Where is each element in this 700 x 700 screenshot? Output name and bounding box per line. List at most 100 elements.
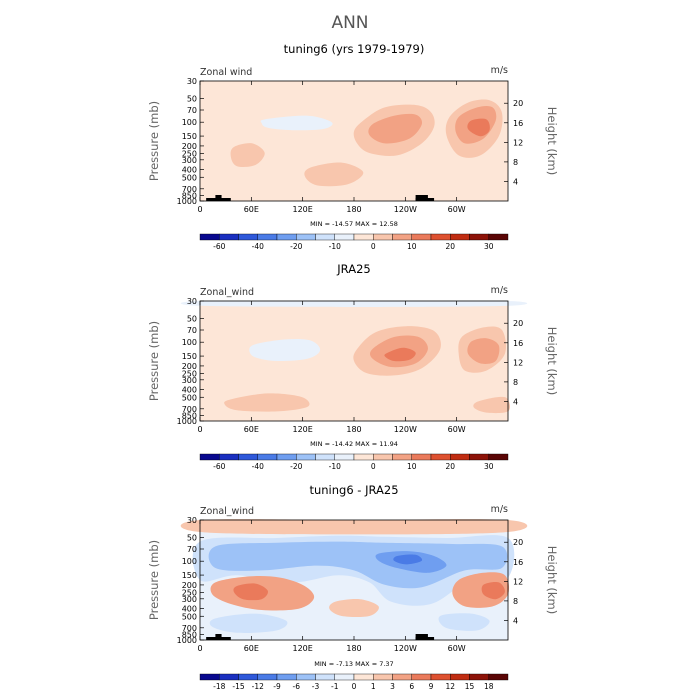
units-label: m/s	[491, 285, 508, 296]
colorbar-swatch	[469, 233, 489, 241]
x-tick-label: 60W	[448, 205, 466, 214]
height-tick-label: 8	[513, 378, 518, 387]
pressure-tick-label: 100	[182, 338, 197, 347]
variable-label: Zonal wind	[200, 67, 252, 78]
x-tick-label: 120W	[394, 644, 417, 653]
pressure-tick-label: 50	[187, 533, 197, 542]
topography-mask	[415, 634, 428, 640]
colorbar-swatch	[411, 233, 432, 241]
colorbar-swatch	[488, 673, 509, 681]
pressure-tick-label: 100	[182, 118, 197, 127]
colorbar: -18 -15 -12 -9 -6 -3 -1 0 1 3 6 9 12 15 18	[199, 673, 509, 691]
colorbar-swatch	[219, 673, 239, 681]
x-tick-label: 120E	[293, 205, 313, 214]
colorbar-swatch	[199, 673, 220, 681]
colorbar-label: 15	[465, 682, 475, 691]
colorbar-label: 10	[407, 242, 417, 251]
colorbar-label: -40	[252, 462, 264, 471]
colorbar-swatch	[276, 233, 297, 241]
pressure-tick-label: 50	[187, 94, 197, 103]
panel-3: tuning6 - JRA25 Zonal_wind m/s 0 60E 120E 1…	[147, 483, 559, 691]
colorbar-swatch	[469, 453, 489, 461]
colorbar-label: 20	[445, 242, 455, 251]
height-tick-label: 12	[513, 138, 523, 147]
colorbar-swatch	[257, 673, 278, 681]
contour-westerly-low-level	[304, 162, 364, 187]
height-tick-label: 20	[513, 319, 523, 328]
colorbar-swatch	[411, 673, 432, 681]
colorbar-swatch	[219, 233, 239, 241]
ylabel-right: Height (km)	[545, 327, 559, 396]
x-tick-label: 120E	[293, 644, 313, 653]
stats-label: MIN = -14.42 MAX = 11.94	[310, 440, 398, 448]
height-tick-label: 8	[513, 158, 518, 167]
pressure-tick-label: 200	[182, 581, 197, 590]
colorbar-swatch	[353, 233, 374, 241]
colorbar-swatch	[373, 453, 393, 461]
height-tick-label: 12	[513, 358, 523, 367]
contour-jet-pacific-mid	[368, 113, 423, 144]
pressure-tick-label: 50	[187, 314, 197, 323]
colorbar-swatch	[315, 673, 335, 681]
colorbar-label: -40	[252, 242, 264, 251]
colorbar-swatch	[430, 673, 451, 681]
pressure-tick-label: 1000	[177, 417, 197, 426]
contour-positive-west-core	[233, 583, 268, 601]
variable-label: Zonal_wind	[200, 506, 254, 517]
ylabel-left: Pressure (mb)	[147, 540, 161, 620]
height-tick-label: 8	[513, 597, 518, 606]
colorbar-swatch	[315, 453, 335, 461]
colorbar-label: 18	[484, 682, 494, 691]
colorbar-swatch	[353, 673, 374, 681]
pressure-tick-label: 150	[182, 352, 197, 361]
colorbar-swatch	[450, 453, 470, 461]
colorbar: -60 -40 -20 -10 0 10 20 30	[199, 453, 509, 471]
contour-westerly-low-level	[224, 393, 310, 412]
colorbar-label: -9	[273, 682, 281, 691]
x-tick-label: 120W	[394, 205, 417, 214]
height-tick-label: 12	[513, 577, 523, 586]
x-tick-label: 180	[346, 205, 361, 214]
colorbar-label: 30	[484, 462, 494, 471]
pressure-tick-label: 700	[182, 624, 197, 633]
colorbar-swatch	[392, 233, 412, 241]
height-tick-label: 16	[513, 558, 523, 567]
stats-label: MIN = -14.57 MAX = 12.58	[310, 220, 398, 228]
colorbar-swatch	[450, 233, 470, 241]
contour-positive-mid-weak	[329, 598, 379, 618]
x-tick-label: 120E	[293, 425, 313, 434]
contour-jet-atlantic-core	[467, 118, 490, 137]
contour-plot: 0 60E 120E 180 120W 60W 30 50 70 100 150200250300…	[177, 297, 528, 434]
pressure-tick-label: 30	[187, 516, 197, 525]
colorbar-label: 0	[352, 682, 357, 691]
ylabel-right: Height (km)	[545, 107, 559, 176]
colorbar-swatch	[296, 233, 316, 241]
contour-negative-low-west	[209, 613, 288, 633]
height-tick-label: 4	[513, 397, 518, 406]
colorbar-swatch	[373, 233, 393, 241]
pressure-tick-label: 500	[182, 393, 197, 402]
x-tick-label: 0	[197, 425, 202, 434]
pressure-tick-label: 500	[182, 173, 197, 182]
pressure-tick-label: 30	[187, 77, 197, 86]
colorbar-swatch	[276, 453, 297, 461]
colorbar-label: 10	[407, 462, 417, 471]
colorbar-label: -60	[213, 242, 225, 251]
pressure-tick-label: 70	[187, 326, 197, 335]
colorbar-swatch	[315, 233, 335, 241]
colorbar-swatch	[334, 233, 355, 241]
pressure-tick-label: 400	[182, 605, 197, 614]
topography-mask	[215, 634, 222, 640]
pressure-tick-label: 150	[182, 571, 197, 580]
pressure-tick-label: 700	[182, 405, 197, 414]
colorbar: -60 -40 -20 -10 0 10 20 30	[199, 233, 509, 251]
colorbar-swatch	[238, 233, 258, 241]
x-tick-label: 60W	[448, 644, 466, 653]
colorbar-swatch	[430, 233, 451, 241]
colorbar-swatch	[276, 673, 297, 681]
contour-positive-top-band	[180, 519, 528, 535]
ylabel-left: Pressure (mb)	[147, 321, 161, 401]
pressure-tick-label: 200	[182, 142, 197, 151]
contour-easterly-core-tropics	[260, 115, 333, 131]
colorbar-swatch	[488, 453, 509, 461]
